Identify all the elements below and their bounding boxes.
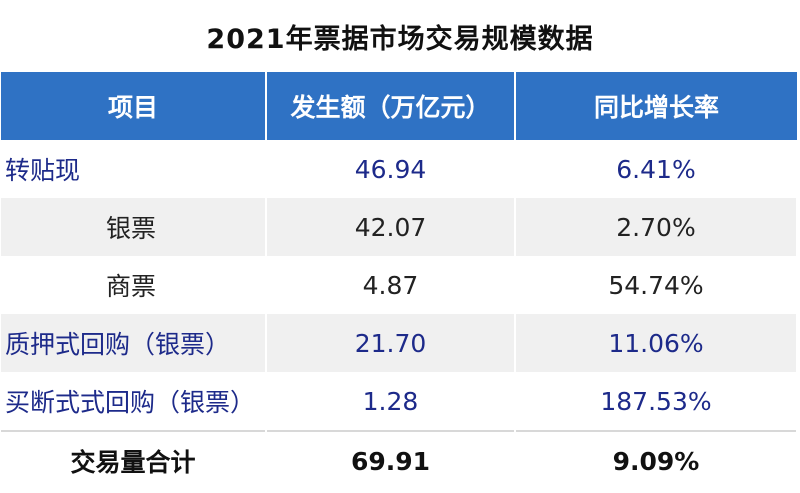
row-amount: 46.94: [266, 140, 516, 198]
row-label: 买断式式回购（银票）: [1, 372, 267, 431]
row-label: 银票: [1, 198, 267, 256]
row-label: 商票: [1, 256, 267, 314]
row-amount: 4.87: [266, 256, 516, 314]
total-label: 交易量合计: [1, 430, 267, 490]
table-row: 商票 4.87 54.74%: [1, 256, 798, 314]
row-growth: 187.53%: [515, 372, 798, 431]
header-growth: 同比增长率: [515, 72, 797, 140]
table-row: 买断式式回购（银票） 1.28 187.53%: [1, 372, 798, 431]
row-growth: 2.70%: [515, 198, 798, 256]
table-row: 质押式回购（银票） 21.70 11.06%: [1, 314, 798, 372]
table-title: 2021年票据市场交易规模数据: [206, 23, 594, 55]
row-label: 质押式回购（银票）: [1, 314, 267, 372]
header-row: 项目 发生额（万亿元） 同比增长率: [1, 72, 797, 140]
total-row: 交易量合计 69.91 9.09%: [1, 430, 798, 490]
row-growth: 6.41%: [515, 140, 798, 198]
data-table: 项目 发生额（万亿元） 同比增长率 转贴现 46.94 6.41% 银票 42.…: [1, 72, 798, 490]
row-amount: 21.70: [266, 314, 516, 372]
row-label: 转贴现: [1, 140, 267, 198]
total-amount: 69.91: [266, 430, 516, 490]
table-row: 银票 42.07 2.70%: [1, 198, 798, 256]
header-item: 项目: [1, 72, 267, 140]
header-amount: 发生额（万亿元）: [266, 72, 516, 140]
row-growth: 11.06%: [515, 314, 798, 372]
row-amount: 1.28: [266, 372, 516, 431]
row-amount: 42.07: [266, 198, 516, 256]
table-row: 转贴现 46.94 6.41%: [1, 140, 798, 198]
row-growth: 54.74%: [515, 256, 798, 314]
total-growth: 9.09%: [515, 430, 798, 490]
